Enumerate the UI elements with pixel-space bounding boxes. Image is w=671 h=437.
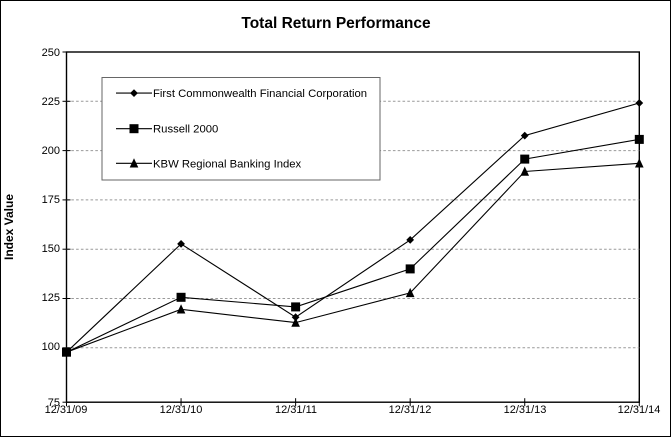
svg-text:100: 100 <box>42 341 60 353</box>
svg-text:125: 125 <box>42 292 60 304</box>
svg-text:175: 175 <box>42 194 60 206</box>
svg-text:Russell 2000: Russell 2000 <box>153 124 218 136</box>
svg-text:150: 150 <box>42 243 60 255</box>
svg-text:Total Return Performance: Total Return Performance <box>241 15 431 32</box>
svg-text:12/31/13: 12/31/13 <box>504 404 547 416</box>
svg-text:KBW Regional Banking Index: KBW Regional Banking Index <box>153 158 302 170</box>
svg-text:Index Value: Index Value <box>2 194 16 260</box>
svg-text:250: 250 <box>42 47 60 59</box>
svg-text:200: 200 <box>42 145 60 157</box>
svg-text:12/31/09: 12/31/09 <box>45 404 88 416</box>
svg-text:12/31/12: 12/31/12 <box>389 404 432 416</box>
svg-text:225: 225 <box>42 96 60 108</box>
svg-text:12/31/11: 12/31/11 <box>275 404 317 416</box>
svg-text:First Commonwealth Financial C: First Commonwealth Financial Corporation <box>153 88 367 100</box>
svg-text:12/31/14: 12/31/14 <box>618 404 661 416</box>
svg-text:12/31/10: 12/31/10 <box>160 404 203 416</box>
